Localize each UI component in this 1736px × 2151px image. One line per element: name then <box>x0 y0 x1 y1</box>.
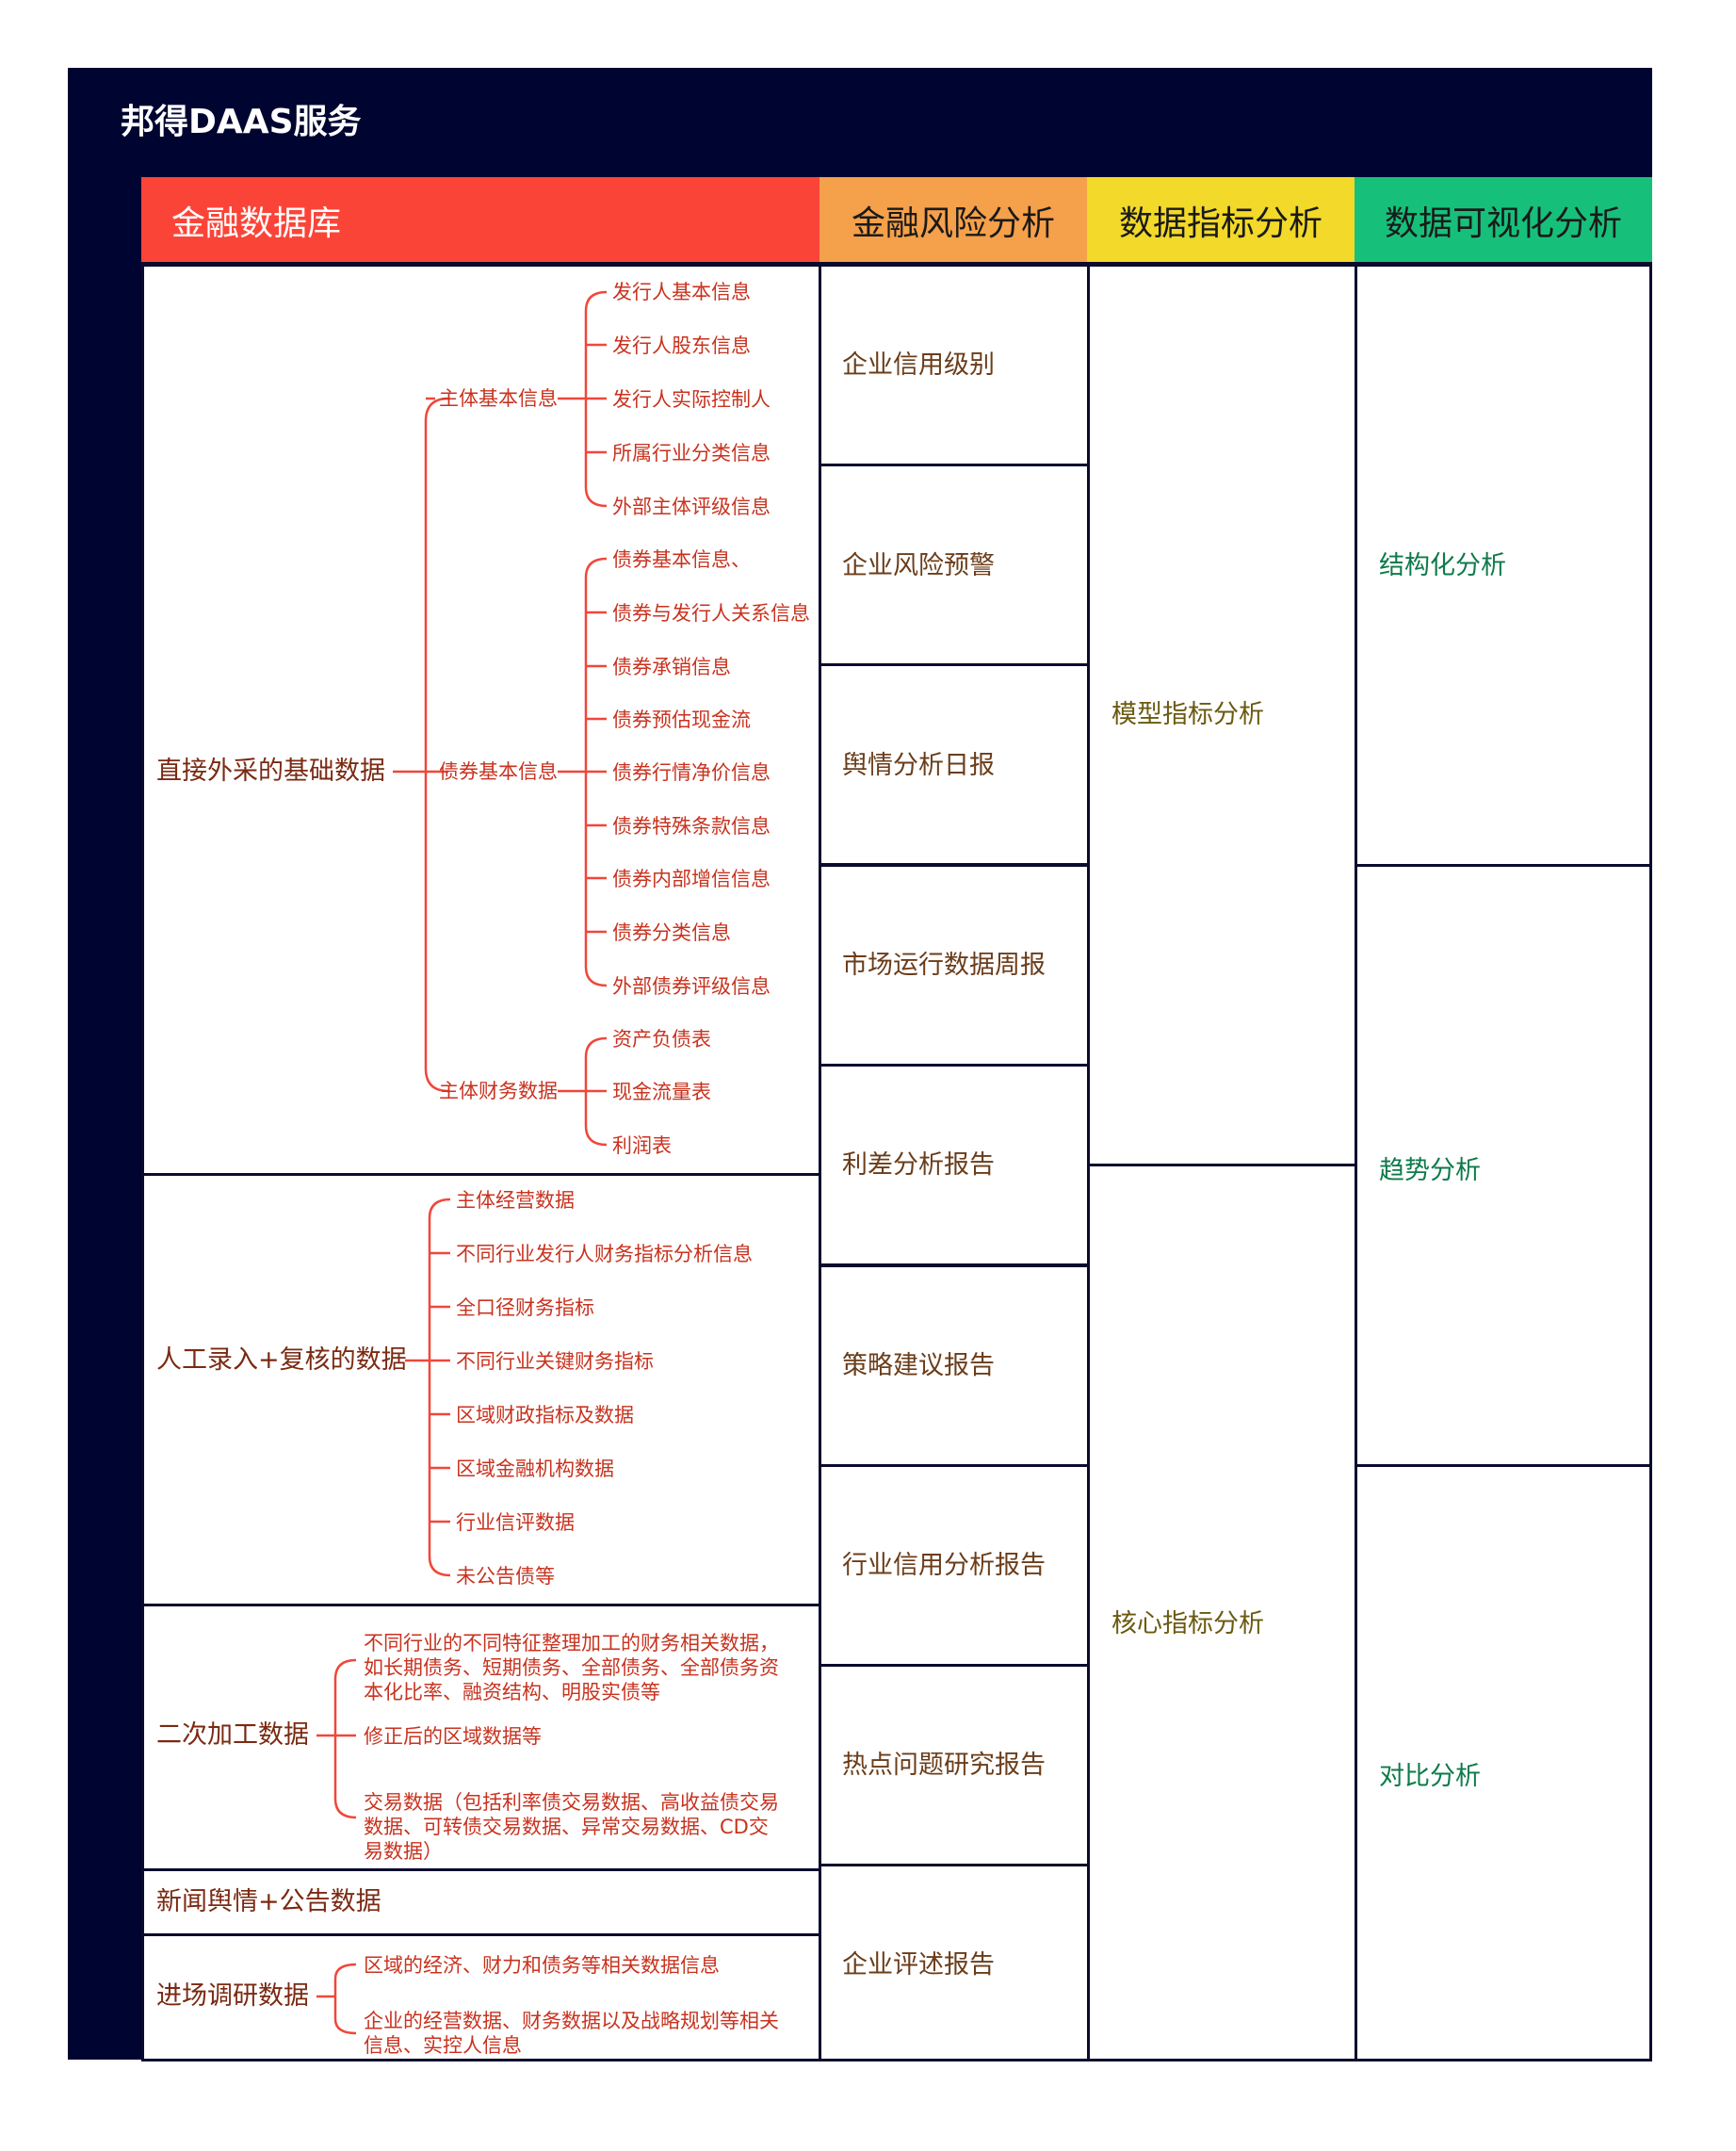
header-database: 金融数据库 <box>141 177 819 264</box>
indicator-item: 核心指标分析 <box>1111 1609 1264 1638</box>
leaf-item: 债券内部增信信息 <box>612 868 771 890</box>
db-cell-news <box>141 1868 821 1936</box>
risk-item: 企业评述报告 <box>842 1950 995 1980</box>
page-title: 邦得DAAS服务 <box>121 103 362 141</box>
manual-data-label: 人工录入+复核的数据 <box>156 1345 407 1375</box>
risk-cell <box>819 1264 1090 1467</box>
leaf-item: 未公告债等 <box>456 1565 555 1588</box>
group-label-bond-basic: 债券基本信息 <box>439 760 558 783</box>
visual-item: 结构化分析 <box>1379 551 1506 580</box>
leaf-item: 债券与发行人关系信息 <box>612 602 810 625</box>
visual-cell <box>1355 264 1652 867</box>
db-cell-direct <box>141 264 821 1176</box>
leaf-item: 主体经营数据 <box>456 1189 575 1212</box>
leaf-item: 资产负债表 <box>612 1028 711 1051</box>
leaf-item: 行业信评数据 <box>456 1511 575 1534</box>
leaf-item: 债券特殊条款信息 <box>612 815 771 838</box>
risk-item: 热点问题研究报告 <box>842 1751 1046 1780</box>
visual-item: 趋势分析 <box>1379 1156 1481 1185</box>
leaf-item: 企业的经营数据、财务数据以及战略规划等相关信息、实控人信息 <box>364 2010 779 2057</box>
leaf-item: 外部主体评级信息 <box>612 496 771 518</box>
risk-item: 企业风险预警 <box>842 551 995 580</box>
risk-cell <box>819 1064 1090 1266</box>
direct-data-label: 直接外采的基础数据 <box>156 757 385 786</box>
risk-cell <box>819 1864 1090 2061</box>
leaf-item: 发行人基本信息 <box>612 281 751 303</box>
header-risk: 金融风险分析 <box>819 177 1087 264</box>
leaf-item: 发行人股东信息 <box>612 334 751 357</box>
leaf-item: 不同行业关键财务指标 <box>456 1350 654 1373</box>
risk-cell <box>819 864 1090 1067</box>
survey-data-label: 进场调研数据 <box>156 1981 309 2011</box>
group-label-entity-basic: 主体基本信息 <box>439 387 558 410</box>
leaf-item: 不同行业的不同特征整理加工的财务相关数据，如长期债务、短期债务、全部债务、全部债… <box>364 1632 779 1703</box>
leaf-item: 区域金融机构数据 <box>456 1458 614 1480</box>
risk-item: 策略建议报告 <box>842 1351 995 1380</box>
risk-item: 企业信用级别 <box>842 350 995 380</box>
leaf-item: 债券基本信息、 <box>612 548 751 571</box>
leaf-item: 债券预估现金流 <box>612 709 751 731</box>
secondary-data-label: 二次加工数据 <box>156 1720 309 1750</box>
leaf-item: 修正后的区域数据等 <box>364 1725 542 1748</box>
risk-item: 利差分析报告 <box>842 1150 995 1180</box>
visual-item: 对比分析 <box>1379 1762 1481 1791</box>
indicator-item: 模型指标分析 <box>1111 700 1264 729</box>
visual-cell <box>1355 1464 1652 2061</box>
visual-cell <box>1355 864 1652 1467</box>
header-visual: 数据可视化分析 <box>1355 177 1652 264</box>
leaf-item: 不同行业发行人财务指标分析信息 <box>456 1243 753 1265</box>
leaf-item: 所属行业分类信息 <box>612 442 771 464</box>
risk-cell <box>819 264 1090 466</box>
risk-item: 行业信用分析报告 <box>842 1551 1046 1580</box>
risk-cell <box>819 1464 1090 1667</box>
leaf-item: 区域财政指标及数据 <box>456 1404 634 1426</box>
leaf-item: 区域的经济、财力和债务等相关数据信息 <box>364 1954 720 1977</box>
leaf-item: 现金流量表 <box>612 1081 711 1103</box>
news-data-label: 新闻舆情+公告数据 <box>156 1887 381 1916</box>
risk-cell <box>819 663 1090 866</box>
left-band <box>68 177 143 2060</box>
risk-item: 市场运行数据周报 <box>842 951 1046 980</box>
leaf-item: 债券行情净价信息 <box>612 761 771 784</box>
header-indicator: 数据指标分析 <box>1087 177 1355 264</box>
db-cell-survey <box>141 1933 821 2061</box>
leaf-item: 全口径财务指标 <box>456 1296 594 1319</box>
group-label-entity-financial: 主体财务数据 <box>439 1080 558 1102</box>
leaf-item: 交易数据（包括利率债交易数据、高收益债交易数据、可转债交易数据、异常交易数据、C… <box>364 1791 779 1863</box>
title-bar <box>68 68 1652 179</box>
leaf-item: 外部债券评级信息 <box>612 975 771 998</box>
leaf-item: 利润表 <box>612 1134 672 1157</box>
db-cell-manual <box>141 1173 821 1606</box>
risk-item: 舆情分析日报 <box>842 751 995 780</box>
indicator-cell <box>1087 264 1357 1166</box>
leaf-item: 发行人实际控制人 <box>612 388 771 411</box>
leaf-item: 债券承销信息 <box>612 656 731 678</box>
leaf-item: 债券分类信息 <box>612 921 731 944</box>
header-divider <box>141 262 1652 265</box>
indicator-cell <box>1087 1164 1357 2061</box>
